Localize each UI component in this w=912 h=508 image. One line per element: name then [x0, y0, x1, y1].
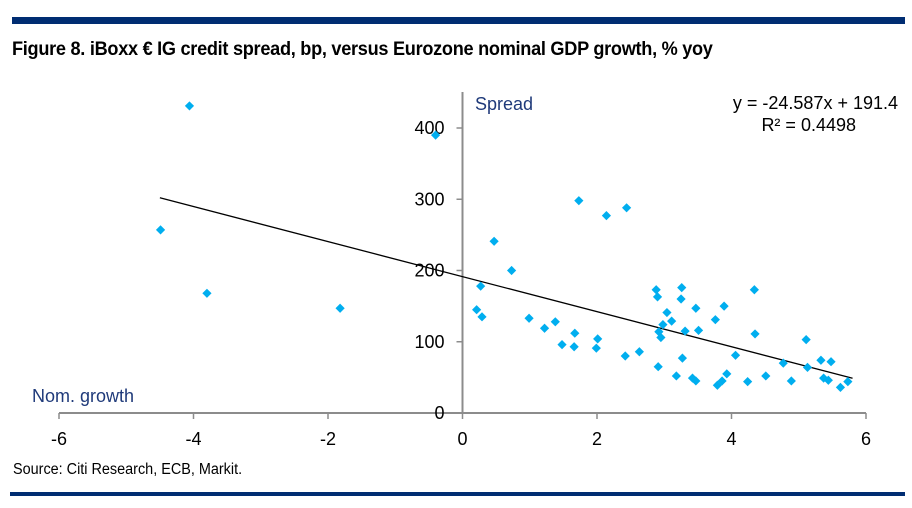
data-point [712, 380, 722, 390]
data-point [671, 371, 681, 381]
data-point [620, 351, 630, 361]
data-point [677, 283, 687, 293]
data-point [680, 326, 690, 336]
data-point [719, 301, 729, 311]
data-point [570, 328, 580, 338]
data-point [687, 373, 698, 383]
data-point [472, 305, 482, 315]
data-point [658, 320, 668, 330]
data-point [722, 369, 732, 379]
data-point [778, 358, 788, 368]
y-tick-label: 0 [434, 403, 444, 423]
trendline-equation: y = -24.587x + 191.4 [733, 93, 898, 113]
data-point [691, 303, 701, 313]
data-point [335, 303, 345, 313]
x-tick-label: -2 [320, 429, 336, 449]
points-group [155, 101, 853, 392]
data-point [155, 225, 166, 235]
data-point [654, 327, 664, 337]
data-point [476, 281, 486, 291]
data-point [749, 285, 759, 295]
data-point [743, 377, 753, 387]
data-point [801, 335, 811, 345]
data-point [730, 350, 741, 360]
data-point [750, 329, 760, 339]
data-point [634, 347, 644, 357]
trendline [159, 197, 853, 379]
data-point [843, 377, 853, 387]
data-point [557, 340, 567, 350]
bottom-rule [10, 492, 905, 496]
data-point [653, 362, 663, 372]
data-point [717, 376, 727, 386]
data-point [691, 376, 701, 386]
data-point [574, 196, 584, 206]
data-point [677, 353, 688, 363]
data-point [601, 211, 612, 221]
data-point [823, 375, 833, 385]
x-tick-label: -4 [185, 429, 201, 449]
data-point [506, 265, 517, 276]
trendline-group [159, 197, 853, 379]
x-tick-label: 0 [457, 429, 467, 449]
data-point [676, 294, 686, 304]
figure-title: Figure 8. iBoxx € IG credit spread, bp, … [12, 38, 713, 60]
labels-group: Spread Nom. growth y = -24.587x + 191.4 … [32, 93, 898, 406]
x-tick-label: -6 [51, 429, 67, 449]
data-point [819, 373, 829, 383]
data-point [710, 315, 720, 325]
data-point [816, 355, 826, 365]
data-point [786, 376, 796, 386]
data-point [652, 292, 663, 302]
data-point [539, 323, 550, 333]
source-note: Source: Citi Research, ECB, Markit. [13, 461, 243, 478]
data-point [667, 316, 677, 326]
data-point [524, 313, 534, 323]
data-point [835, 382, 846, 392]
y-tick-label: 300 [414, 189, 444, 209]
data-point [477, 312, 487, 322]
data-point [202, 288, 212, 298]
data-point [184, 101, 195, 111]
x-tick-label: 4 [726, 429, 736, 449]
x-axis-title: Nom. growth [32, 386, 134, 406]
data-point [621, 203, 632, 213]
data-point [431, 130, 441, 140]
data-point [550, 317, 560, 327]
x-tick-label: 6 [861, 429, 871, 449]
data-point [651, 285, 661, 295]
data-point [662, 307, 672, 318]
data-point [489, 236, 499, 246]
data-point [761, 371, 771, 381]
y-axis-title: Spread [475, 94, 533, 114]
data-point [569, 342, 579, 352]
top-rule [12, 17, 905, 24]
data-point [591, 343, 601, 353]
data-point [826, 357, 836, 367]
data-point [656, 332, 666, 343]
data-point [802, 362, 813, 372]
y-tick-label: 100 [414, 332, 444, 352]
r-squared-label: R² = 0.4498 [761, 115, 856, 135]
data-point [593, 334, 603, 344]
x-tick-label: 2 [592, 429, 602, 449]
data-point [693, 325, 704, 335]
